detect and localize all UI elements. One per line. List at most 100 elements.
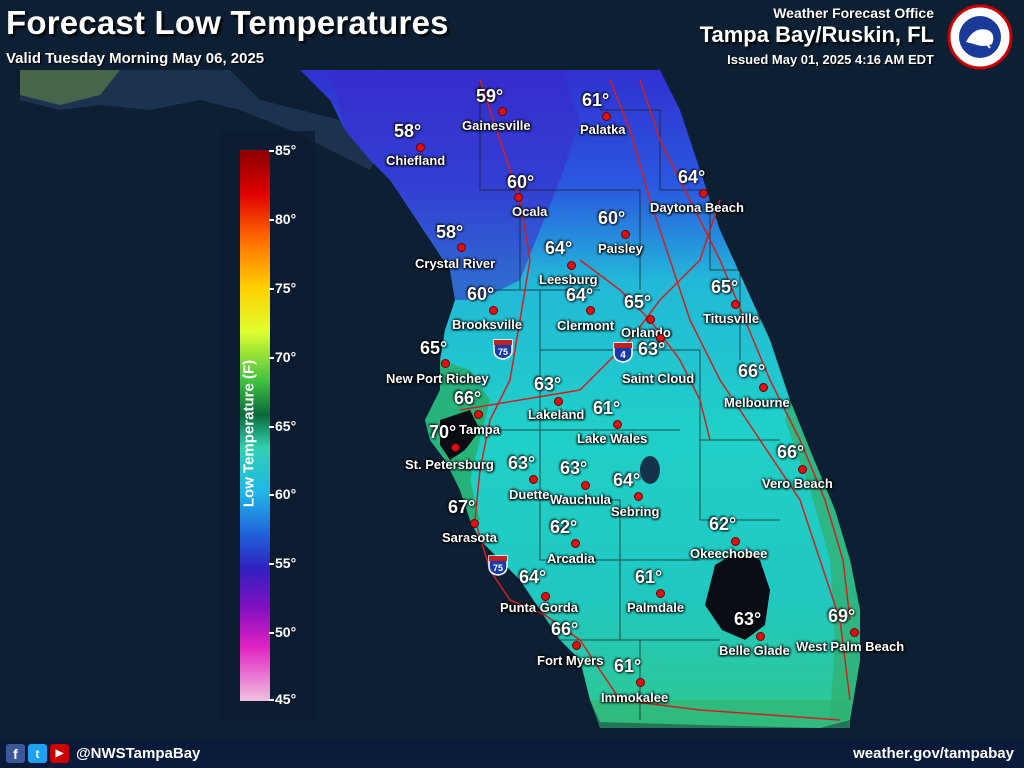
city-marker-icon — [602, 112, 611, 121]
city-temperature: 62° — [709, 514, 737, 534]
nws-logo-icon[interactable] — [944, 4, 1016, 70]
city-temperature: 61° — [593, 398, 621, 418]
city-marker-icon — [759, 383, 768, 392]
city-name: Palatka — [580, 122, 626, 137]
legend-tick: 50° — [268, 624, 297, 641]
city-marker-icon — [567, 261, 576, 270]
city-temperature: 62° — [550, 517, 578, 537]
city-marker-icon — [621, 230, 630, 239]
city-name: Melbourne — [724, 395, 790, 410]
city-temperature: 70° — [429, 422, 457, 442]
facebook-icon[interactable]: f — [6, 744, 25, 763]
footer: f t ▶ @NWSTampaBay weather.gov/tampabay — [0, 740, 1024, 768]
city-name: Fort Myers — [537, 653, 604, 668]
city-temperature: 60° — [507, 172, 535, 192]
city-temperature: 65° — [624, 292, 652, 312]
city-temperature: 64° — [678, 167, 706, 187]
city-temperature: 66° — [551, 619, 579, 639]
city-name: West Palm Beach — [796, 639, 905, 654]
legend-tick: 75° — [268, 279, 297, 296]
city-marker-icon — [554, 397, 563, 406]
city-marker-icon — [572, 641, 581, 650]
city-temperature: 63° — [508, 453, 536, 473]
website-link[interactable]: weather.gov/tampabay — [853, 745, 1014, 762]
city-marker-icon — [457, 243, 466, 252]
i75-label: 75 — [498, 347, 508, 357]
city-name: Belle Glade — [719, 643, 790, 658]
city-temperature: 58° — [436, 222, 464, 242]
city-name: Okeechobee — [690, 546, 768, 561]
city-temperature: 67° — [448, 497, 476, 517]
city-name: Clermont — [557, 318, 615, 333]
city-name: Arcadia — [547, 551, 595, 566]
city-temperature: 66° — [454, 388, 482, 408]
city-marker-icon — [634, 492, 643, 501]
city-temperature: 58° — [394, 121, 422, 141]
legend-tick: 65° — [268, 417, 297, 434]
city-name: Sebring — [611, 504, 660, 519]
city-marker-icon — [798, 465, 807, 474]
city-name: Palmdale — [627, 600, 685, 615]
legend-tick: 45° — [268, 691, 297, 707]
city-marker-icon — [613, 420, 622, 429]
city-temperature: 61° — [582, 90, 610, 110]
city-name: Immokalee — [601, 690, 669, 705]
social-handle[interactable]: @NWSTampaBay — [76, 745, 201, 762]
city-marker-icon — [451, 443, 460, 452]
city-name: Saint Cloud — [622, 371, 695, 386]
city-marker-icon — [586, 306, 595, 315]
valid-time: Valid Tuesday Morning May 06, 2025 — [6, 50, 265, 67]
city-marker-icon — [656, 334, 665, 343]
legend-color-bar — [240, 150, 270, 701]
city-marker-icon — [636, 678, 645, 687]
interstate-75-north-icon: 75 — [493, 339, 513, 360]
office-name: Tampa Bay/Ruskin, FL — [699, 22, 934, 47]
city-temperature: 64° — [519, 567, 547, 587]
header: Forecast Low Temperatures Valid Tuesday … — [0, 0, 1024, 70]
legend-tick: 70° — [268, 348, 297, 365]
city-temperature: 61° — [614, 656, 642, 676]
city-name: Paisley — [598, 241, 643, 256]
legend-tick: 80° — [268, 210, 297, 227]
city-marker-icon — [731, 537, 740, 546]
city-temperature: 65° — [711, 277, 739, 297]
city-name: St. Petersburg — [405, 457, 494, 472]
city-marker-icon — [489, 306, 498, 315]
city-name: New Port Richey — [386, 371, 489, 386]
city-name: Lake Wales — [577, 431, 648, 446]
city-marker-icon — [850, 628, 859, 637]
office-label: Weather Forecast Office — [773, 5, 934, 21]
city-name: Lakeland — [528, 407, 585, 422]
city-marker-icon — [541, 592, 550, 601]
temperature-legend: Low Temperature (F) 85° 80° 75° 70° 65° 60° 55… — [221, 131, 315, 720]
city-temperature: 59° — [476, 86, 504, 106]
city-name: Punta Gorda — [500, 600, 579, 615]
city-name: Titusville — [703, 311, 760, 326]
city-temperature: 63° — [734, 609, 762, 629]
city-marker-icon — [416, 143, 425, 152]
legend-tick: 85° — [268, 142, 297, 158]
i75-south-label: 75 — [493, 563, 503, 573]
city-name: Daytona Beach — [650, 200, 744, 215]
city-marker-icon — [581, 481, 590, 490]
city-name: Sarasota — [442, 530, 497, 545]
city-marker-icon — [699, 189, 708, 198]
city-temperature: 63° — [638, 339, 666, 359]
city-temperature: 65° — [420, 338, 448, 358]
city-marker-icon — [756, 632, 765, 641]
city-temperature: 69° — [828, 606, 856, 626]
city-temperature: 64° — [566, 285, 594, 305]
city-marker-icon — [514, 193, 523, 202]
social-links: f t ▶ @NWSTampaBay — [6, 744, 200, 763]
interstate-75-south-icon: 75 — [488, 555, 508, 576]
city-temperature: 66° — [738, 361, 766, 381]
city-marker-icon — [731, 300, 740, 309]
city-temperature: 63° — [560, 458, 588, 478]
i4-label: 4 — [620, 350, 626, 361]
city-marker-icon — [441, 359, 450, 368]
twitter-icon[interactable]: t — [28, 744, 47, 763]
city-name: Brooksville — [452, 317, 523, 332]
youtube-icon[interactable]: ▶ — [50, 744, 69, 763]
